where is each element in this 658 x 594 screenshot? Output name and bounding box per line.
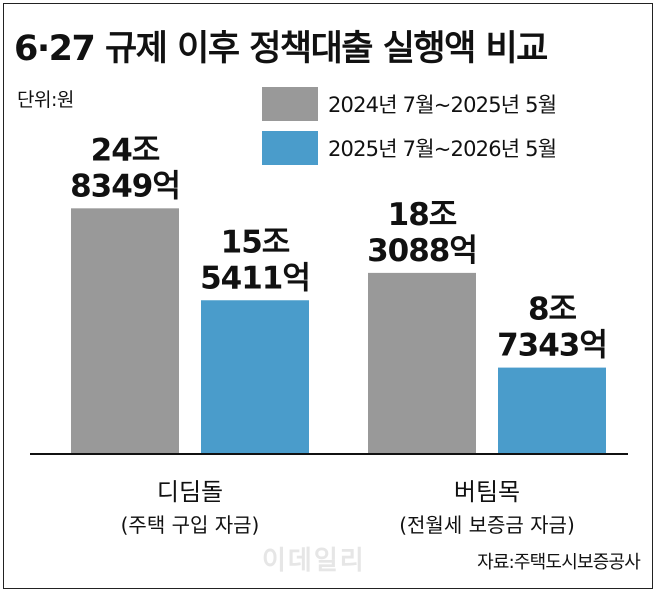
bar-value-label: 5411억 (200, 260, 310, 296)
category-label: 버팀목 (454, 478, 520, 506)
category-label: 디딤돌 (157, 478, 223, 506)
legend-item-2025: 2025년 7월~2026년 5월 (262, 131, 557, 165)
legend-item-2024: 2024년 7월~2025년 5월 (262, 87, 557, 121)
chart-title: 6·27 규제 이후 정책대출 실행액 비교 (14, 29, 548, 69)
bar (498, 367, 606, 454)
watermark: 이데일리 (262, 546, 366, 576)
bar-value-label: 3088억 (367, 233, 477, 269)
legend-label-2025: 2025년 7월~2026년 5월 (328, 137, 557, 161)
legend-swatch-2024 (262, 87, 318, 121)
bar-value-label: 7343억 (497, 328, 607, 364)
bar-value-label: 8조 (528, 292, 577, 328)
bar-value-label: 15조 (221, 224, 290, 260)
bar-value-label: 8349억 (70, 168, 180, 204)
category-sublabel: (주택 구입 자금) (121, 513, 260, 537)
legend-label-2024: 2024년 7월~2025년 5월 (328, 93, 557, 117)
bar-value-label: 18조 (388, 197, 457, 233)
unit-label: 단위:원 (17, 89, 74, 111)
bar (201, 300, 309, 454)
legend-swatch-2025 (262, 131, 318, 165)
bar-value-label: 24조 (91, 132, 160, 168)
category-sublabel: (전월세 보증금 자금) (399, 513, 575, 537)
bar (71, 208, 179, 454)
bar (368, 272, 476, 454)
source-label: 자료:주택도시보증공사 (477, 552, 641, 573)
